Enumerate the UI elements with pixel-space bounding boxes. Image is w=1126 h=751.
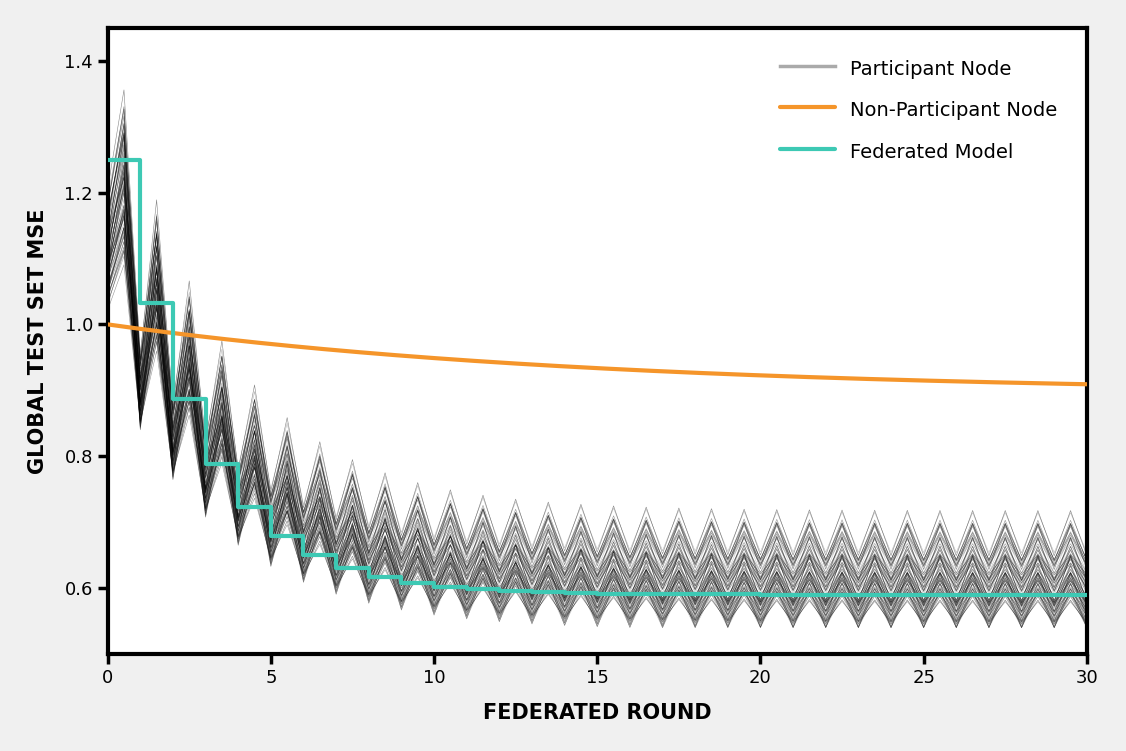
X-axis label: FEDERATED ROUND: FEDERATED ROUND: [483, 703, 712, 723]
Y-axis label: GLOBAL TEST SET MSE: GLOBAL TEST SET MSE: [28, 208, 47, 474]
Legend: Participant Node, Non-Participant Node, Federated Model: Participant Node, Non-Participant Node, …: [761, 38, 1078, 182]
